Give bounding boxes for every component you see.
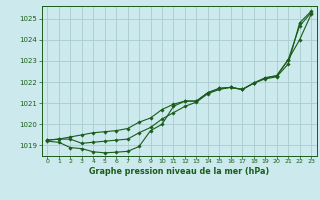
X-axis label: Graphe pression niveau de la mer (hPa): Graphe pression niveau de la mer (hPa) [89,167,269,176]
